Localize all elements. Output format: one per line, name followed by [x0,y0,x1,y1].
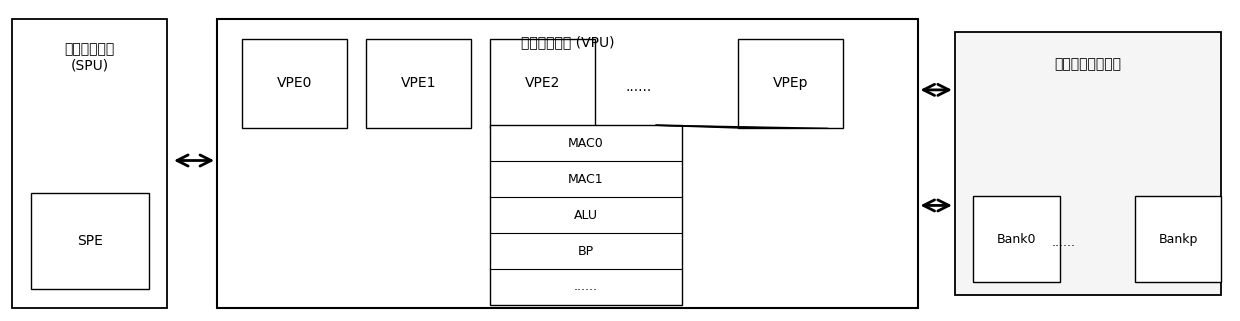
Text: 向量处理部件 (VPU): 向量处理部件 (VPU) [521,35,614,49]
FancyBboxPatch shape [217,19,918,308]
Text: ......: ...... [574,281,598,293]
Text: VPE2: VPE2 [525,76,560,91]
FancyBboxPatch shape [12,19,167,308]
Text: SPE: SPE [77,234,103,248]
FancyBboxPatch shape [31,193,149,289]
Text: BP: BP [578,245,594,257]
Text: ......: ...... [1052,236,1076,249]
Text: MAC1: MAC1 [568,173,604,186]
Text: VPE1: VPE1 [401,76,436,91]
Text: Bankp: Bankp [1158,233,1198,246]
Text: ALU: ALU [574,209,598,221]
Text: ......: ...... [625,80,652,94]
Text: MAC0: MAC0 [568,137,604,150]
FancyBboxPatch shape [490,39,595,128]
FancyBboxPatch shape [1135,196,1221,282]
Text: Bank0: Bank0 [997,233,1037,246]
Text: VPE0: VPE0 [277,76,312,91]
FancyBboxPatch shape [242,39,347,128]
FancyBboxPatch shape [973,196,1060,282]
Text: 标量处理部件
(SPU): 标量处理部件 (SPU) [64,43,115,73]
FancyBboxPatch shape [490,125,682,305]
Text: 向量数据访问单元: 向量数据访问单元 [1054,57,1122,71]
Text: VPEp: VPEp [773,76,808,91]
FancyBboxPatch shape [366,39,471,128]
FancyBboxPatch shape [738,39,843,128]
FancyBboxPatch shape [955,32,1221,295]
